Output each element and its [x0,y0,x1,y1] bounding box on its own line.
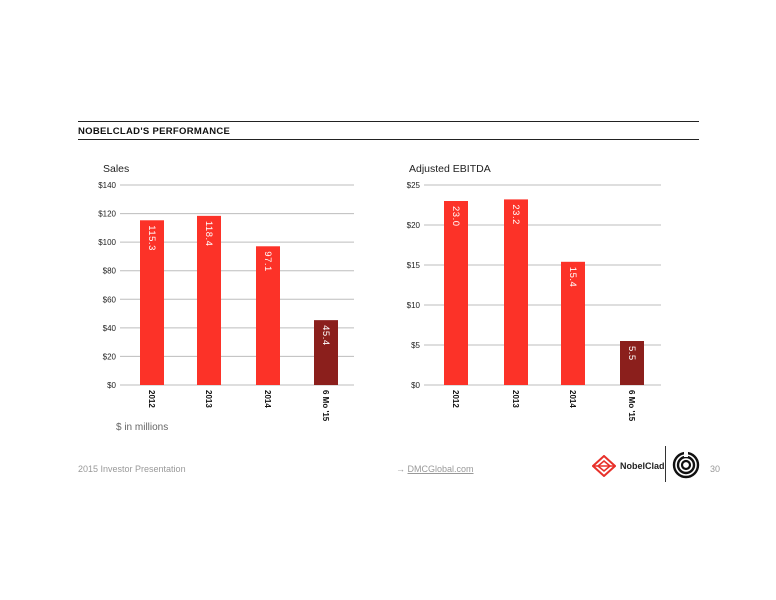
ebitda-data-label: 5.5 [626,346,637,361]
page-number: 30 [710,464,721,474]
ebitda-x-category-label: 2012 [451,390,460,408]
sales-bar [140,220,164,385]
nobelclad-logo: NobelClad [592,452,665,480]
ebitda-bar [504,199,528,385]
sales-x-category-label: 6 Mo '15 [321,390,330,422]
title-underline [78,139,699,140]
nobelclad-logo-icon [592,455,616,477]
sales-y-tick-label: $40 [103,324,117,333]
sales-y-tick-label: $140 [98,181,116,190]
ebitda-y-tick-label: $25 [407,181,421,190]
sales-chart-title: Sales [103,163,129,175]
sales-x-category-label: 2013 [204,390,213,408]
arrow-icon: → [396,464,405,474]
ebitda-chart-title: Adjusted EBITDA [409,163,491,175]
ebitda-data-label: 23.0 [450,206,461,227]
ebitda-y-tick-label: $20 [407,221,421,230]
sales-x-category-label: 2014 [263,390,272,408]
ebitda-data-label: 15.4 [567,267,578,288]
sales-y-tick-label: $80 [103,267,117,276]
top-rule [78,121,699,122]
ebitda-x-category-label: 6 Mo '15 [627,390,636,422]
sales-y-tick-label: $120 [98,210,116,219]
ebitda-x-category-label: 2014 [568,390,577,408]
ebitda-bar [561,261,585,385]
sales-y-tick-label: $100 [98,238,116,247]
page-title: NOBELCLAD'S PERFORMANCE [78,126,231,137]
logo-divider [665,446,666,482]
footer-presentation-title: 2015 Investor Presentation [78,464,186,474]
ebitda-data-label: 23.2 [510,204,521,225]
sales-x-category-label: 2012 [147,390,156,408]
sales-data-label: 45.4 [320,325,331,346]
units-note: $ in millions [116,422,169,433]
footer-link[interactable]: → DMCGlobal.com [396,464,474,474]
ebitda-bar [444,201,468,385]
sales-bar [197,215,221,385]
sales-y-tick-label: $20 [103,352,117,361]
sales-y-tick-label: $0 [107,381,116,390]
sales-data-label: 97.1 [262,251,273,271]
sales-bar [256,246,280,385]
ebitda-y-tick-label: $0 [411,381,420,390]
sales-bar [314,320,338,385]
sales-data-label: 115.3 [146,225,157,251]
sales-data-label: 118.4 [203,221,214,247]
dmc-swirl-icon [672,451,700,479]
ebitda-x-category-label: 2013 [511,390,520,408]
footer-link-text[interactable]: DMCGlobal.com [407,464,474,474]
nobelclad-logo-text: NobelClad [620,461,665,471]
sales-y-tick-label: $60 [103,295,117,304]
ebitda-y-tick-label: $15 [407,261,421,270]
ebitda-y-tick-label: $5 [411,341,420,350]
ebitda-bar [620,341,644,385]
ebitda-y-tick-label: $10 [407,301,421,310]
